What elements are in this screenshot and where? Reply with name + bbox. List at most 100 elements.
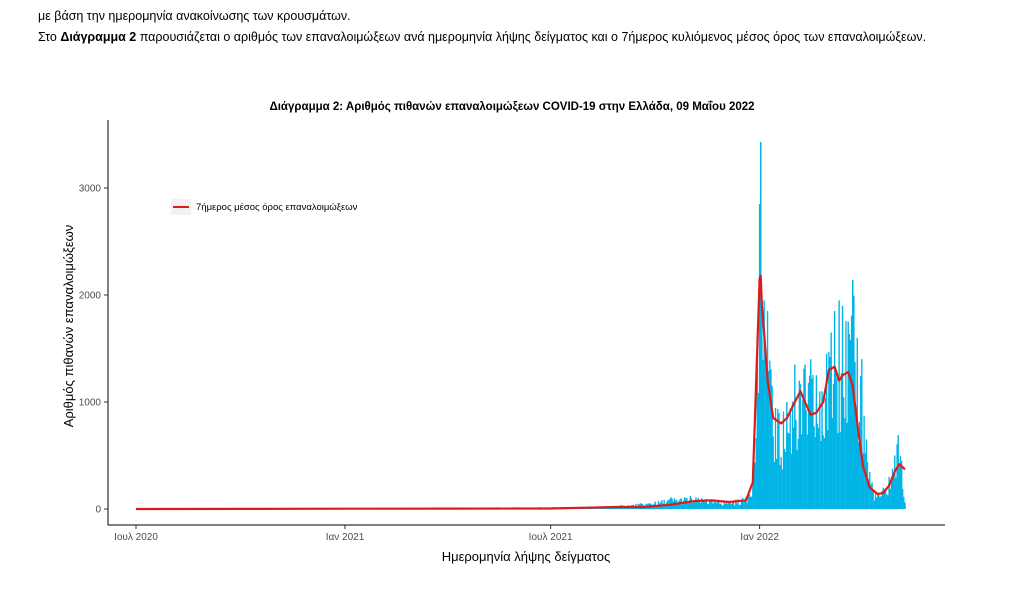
daily-bar xyxy=(702,500,704,509)
daily-bar xyxy=(774,408,777,509)
daily-bar xyxy=(694,499,696,509)
daily-bar xyxy=(754,462,756,509)
daily-bar xyxy=(823,438,826,509)
daily-bar xyxy=(687,502,689,509)
daily-bar xyxy=(820,441,822,509)
y-ticks: 0 1000 2000 3000 xyxy=(79,184,108,516)
daily-bar xyxy=(881,490,883,509)
daily-bar xyxy=(811,378,813,509)
daily-bar xyxy=(847,321,849,509)
daily-bar xyxy=(831,418,833,509)
daily-bar xyxy=(863,415,865,509)
daily-bar xyxy=(807,383,810,509)
daily-bar xyxy=(794,364,796,509)
daily-bar xyxy=(761,295,763,509)
daily-bar xyxy=(793,427,795,509)
daily-bar xyxy=(799,384,802,509)
x-tick-label: Ιουλ 2021 xyxy=(529,532,573,543)
daily-bar xyxy=(763,300,765,509)
daily-bar xyxy=(664,505,666,509)
daily-bar xyxy=(895,477,897,509)
daily-bar xyxy=(732,501,735,509)
daily-bar xyxy=(821,391,823,509)
daily-bar xyxy=(756,353,759,509)
daily-bar xyxy=(887,495,889,509)
daily-bar xyxy=(707,504,710,509)
y-tick-label: 0 xyxy=(95,505,101,516)
y-tick-label: 3000 xyxy=(79,184,102,195)
daily-bar xyxy=(755,438,757,509)
daily-bar xyxy=(855,419,857,509)
daily-bar xyxy=(845,321,847,509)
daily-bar xyxy=(770,369,772,509)
moving-average-line xyxy=(135,274,906,511)
daily-bar xyxy=(628,507,630,509)
daily-bar xyxy=(838,300,840,509)
daily-bar xyxy=(779,464,781,509)
daily-bar xyxy=(898,465,900,509)
daily-bar xyxy=(864,453,866,509)
y-tick-label: 2000 xyxy=(79,291,102,302)
daily-bar xyxy=(844,418,846,509)
daily-bar xyxy=(718,500,720,509)
daily-bar xyxy=(835,369,837,509)
daily-bar xyxy=(861,359,863,509)
legend-label: 7ήμερος μέσος όρος επαναλοιμώξεων xyxy=(196,202,358,213)
daily-bar xyxy=(681,504,684,509)
daily-bar xyxy=(783,448,786,509)
daily-bar xyxy=(839,432,841,509)
daily-bar xyxy=(875,497,878,509)
daily-bar xyxy=(892,472,895,509)
daily-bar xyxy=(850,315,853,509)
daily-bar xyxy=(786,402,788,509)
daily-bar xyxy=(731,503,733,509)
daily-bar xyxy=(705,498,707,509)
intro-rest: παρουσιάζεται ο αριθμός των επαναλοιμώξε… xyxy=(136,30,927,44)
daily-bar xyxy=(854,361,856,509)
daily-bar xyxy=(728,503,730,509)
daily-bar xyxy=(691,502,694,509)
daily-bar xyxy=(797,438,799,509)
daily-bar xyxy=(753,464,755,509)
daily-bar xyxy=(736,503,738,509)
legend: 7ήμερος μέσος όρος επαναλοιμώξεων xyxy=(171,199,358,215)
daily-bar xyxy=(805,410,807,509)
daily-bar xyxy=(868,479,870,509)
daily-bar xyxy=(775,458,778,509)
daily-bar xyxy=(696,501,698,509)
daily-bar xyxy=(714,502,716,509)
intro-text: με βάση την ημερομηνία ανακοίνωσης των κ… xyxy=(38,6,988,48)
daily-bar xyxy=(711,499,713,509)
daily-bar xyxy=(716,500,719,509)
daily-bar xyxy=(882,487,885,509)
daily-bar xyxy=(815,375,818,509)
daily-bar xyxy=(787,432,789,509)
daily-bar xyxy=(735,499,737,509)
daily-bar xyxy=(677,502,679,509)
daily-bar xyxy=(682,500,685,509)
daily-bar xyxy=(816,423,819,509)
daily-bar xyxy=(798,380,801,509)
daily-bar xyxy=(790,453,793,509)
daily-bar xyxy=(738,504,740,509)
daily-bar xyxy=(795,419,797,509)
daily-bar xyxy=(824,398,827,509)
daily-bar xyxy=(765,354,768,509)
bars-group xyxy=(136,141,906,510)
daily-bar xyxy=(764,358,766,509)
daily-bar xyxy=(693,500,695,509)
daily-bar xyxy=(900,460,903,509)
daily-bar xyxy=(748,494,751,509)
daily-bar xyxy=(777,408,779,509)
daily-bar xyxy=(885,488,887,509)
daily-bar xyxy=(832,383,835,509)
daily-bar xyxy=(879,497,881,509)
daily-bar xyxy=(833,311,836,509)
daily-bar xyxy=(857,442,860,509)
daily-bar xyxy=(710,500,712,509)
daily-bar xyxy=(780,456,782,509)
daily-bar xyxy=(746,502,748,509)
daily-bar xyxy=(822,435,824,509)
daily-bar xyxy=(841,305,844,509)
daily-bar xyxy=(751,496,753,509)
